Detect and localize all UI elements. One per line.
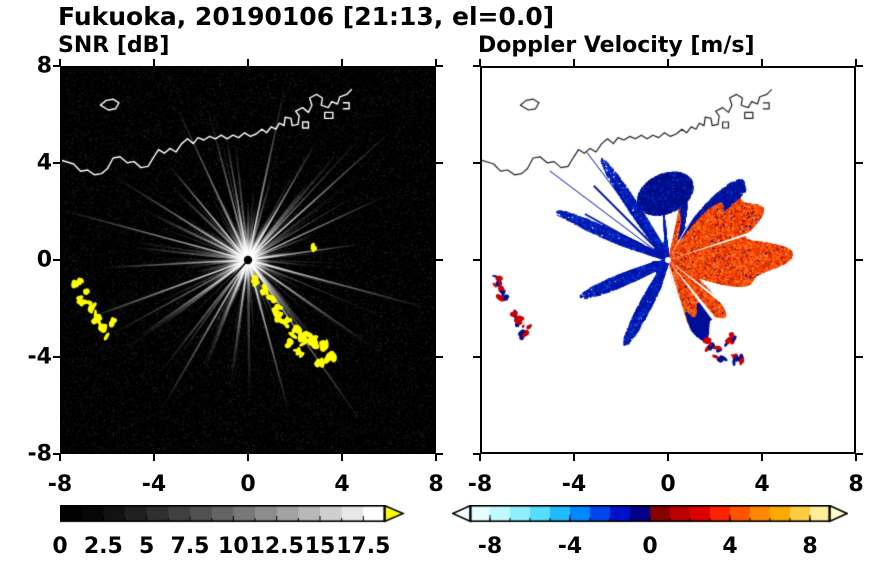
doppler-xtick <box>667 454 669 461</box>
doppler-ytick <box>856 65 863 67</box>
snr-ytick <box>53 65 60 67</box>
snr-ytick-label: 8 <box>36 53 52 79</box>
snr-colorbar-tick-label: 7.5 <box>170 534 210 559</box>
doppler-xtick-label: 4 <box>754 472 770 497</box>
doppler-xtick <box>761 59 763 66</box>
doppler-xtick <box>855 454 857 461</box>
snr-xtick <box>247 454 249 461</box>
snr-ytick-label: 0 <box>36 247 52 273</box>
figure-title: Fukuoka, 20190106 [21:13, el=0.0] <box>58 2 555 31</box>
doppler-ytick <box>856 356 863 358</box>
doppler-colorbar-tick-label: 4 <box>722 534 738 559</box>
snr-colorbar-tick-label: 12.5 <box>249 534 304 559</box>
snr-plot <box>60 66 436 454</box>
doppler-xtick <box>573 454 575 461</box>
snr-colorbar-tick-label: 15 <box>304 534 336 559</box>
snr-xtick <box>341 59 343 66</box>
snr-ytick <box>53 453 60 455</box>
doppler-ytick <box>856 259 863 261</box>
doppler-xtick <box>761 454 763 461</box>
doppler-ytick <box>473 453 480 455</box>
snr-xtick <box>341 454 343 461</box>
doppler-colorbar-tick-label: -8 <box>477 534 503 559</box>
doppler-xtick <box>855 59 857 66</box>
snr-ytick <box>436 259 443 261</box>
doppler-xtick <box>479 454 481 461</box>
doppler-xtick <box>479 59 481 66</box>
snr-ytick <box>53 356 60 358</box>
snr-ytick <box>436 65 443 67</box>
snr-xtick-label: 4 <box>334 472 350 497</box>
snr-colorbar-tick-label: 2.5 <box>83 534 123 559</box>
snr-xtick <box>59 59 61 66</box>
snr-xtick <box>247 59 249 66</box>
snr-colorbar-tick-label: 0 <box>52 534 68 559</box>
snr-ytick-label: -8 <box>27 441 52 467</box>
doppler-xtick-label: -8 <box>467 472 493 497</box>
snr-ytick <box>436 162 443 164</box>
snr-ytick <box>53 259 60 261</box>
snr-ytick <box>436 356 443 358</box>
doppler-ytick <box>473 162 480 164</box>
snr-plot-canvas <box>62 68 434 452</box>
snr-xtick <box>153 454 155 461</box>
snr-xtick-label: -8 <box>47 472 73 497</box>
doppler-ytick <box>473 356 480 358</box>
snr-ytick <box>436 453 443 455</box>
snr-panel-title: SNR [dB] <box>58 33 170 58</box>
doppler-colorbar-tick-label: 0 <box>642 534 658 559</box>
doppler-ytick <box>473 65 480 67</box>
snr-xtick <box>435 454 437 461</box>
snr-xtick-label: 8 <box>428 472 444 497</box>
snr-colorbar <box>60 505 405 523</box>
snr-xtick <box>435 59 437 66</box>
doppler-xtick-label: 0 <box>660 472 676 497</box>
doppler-colorbar-tick-label: -4 <box>557 534 583 559</box>
snr-xtick-label: -4 <box>141 472 167 497</box>
doppler-plot <box>480 66 856 454</box>
doppler-ytick <box>473 259 480 261</box>
snr-colorbar-tick-label: 5 <box>139 534 155 559</box>
doppler-xtick <box>667 59 669 66</box>
doppler-plot-canvas <box>482 68 854 452</box>
snr-ytick <box>53 162 60 164</box>
doppler-colorbar <box>452 505 848 523</box>
doppler-xtick-label: 8 <box>848 472 864 497</box>
doppler-colorbar-tick-label: 8 <box>802 534 818 559</box>
snr-xtick <box>59 454 61 461</box>
doppler-panel-title: Doppler Velocity [m/s] <box>478 33 755 58</box>
doppler-ytick <box>856 162 863 164</box>
doppler-ytick <box>856 453 863 455</box>
snr-colorbar-tick-label: 17.5 <box>336 534 391 559</box>
snr-xtick-label: 0 <box>240 472 256 497</box>
snr-colorbar-tick-label: 10 <box>218 534 249 559</box>
snr-xtick <box>153 59 155 66</box>
snr-ytick-label: -4 <box>27 344 52 370</box>
doppler-xtick-label: -4 <box>561 472 587 497</box>
snr-ytick-label: 4 <box>36 150 52 176</box>
doppler-xtick <box>573 59 575 66</box>
